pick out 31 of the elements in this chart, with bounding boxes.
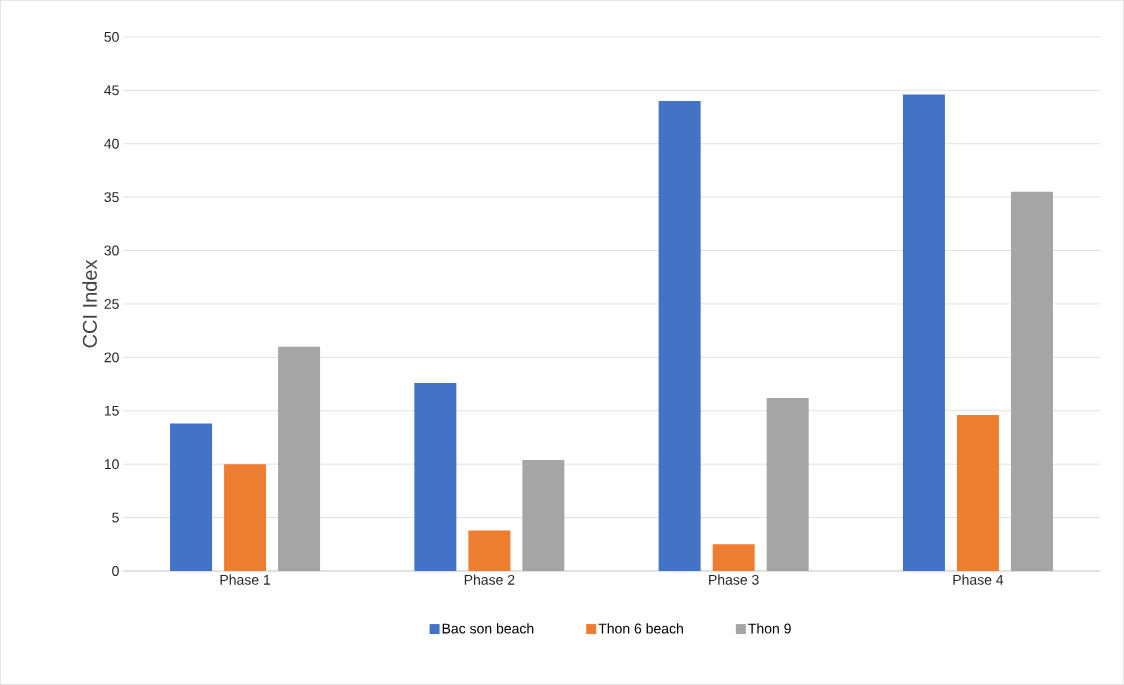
y-axis-title: CCI Index	[82, 259, 97, 348]
y-tick-label: 30	[104, 245, 119, 256]
bar	[224, 464, 267, 572]
x-tick-label: Phase 1	[220, 574, 271, 585]
legend-label: Thon 6 beach	[598, 623, 683, 634]
bar	[1010, 191, 1053, 572]
legend-label: Thon 9	[748, 623, 791, 634]
x-tick-label: Phase 2	[464, 574, 515, 585]
y-tick-label: 10	[104, 459, 119, 470]
y-tick-label: 0	[112, 566, 119, 576]
bar	[658, 101, 701, 572]
legend-label: Bac son beach	[442, 623, 534, 634]
bar	[902, 94, 945, 572]
bar	[522, 459, 565, 572]
y-tick-label: 40	[104, 138, 119, 149]
bar	[956, 415, 999, 572]
y-tick-label: 15	[104, 405, 119, 416]
y-tick-label: 20	[104, 352, 119, 363]
y-tick-label: 25	[104, 299, 119, 309]
y-tick-label: 5	[112, 512, 119, 523]
y-tick-label: 45	[104, 85, 119, 96]
bar	[170, 423, 213, 572]
bar	[766, 397, 809, 572]
bar	[414, 383, 457, 572]
y-tick-label: 35	[104, 192, 119, 203]
x-tick-label: Phase 3	[709, 574, 759, 585]
bar	[712, 544, 755, 572]
bar	[468, 530, 511, 572]
y-tick-label: 50	[104, 31, 119, 42]
x-tick-label: Phase 4	[953, 574, 1004, 585]
bar	[278, 346, 321, 572]
